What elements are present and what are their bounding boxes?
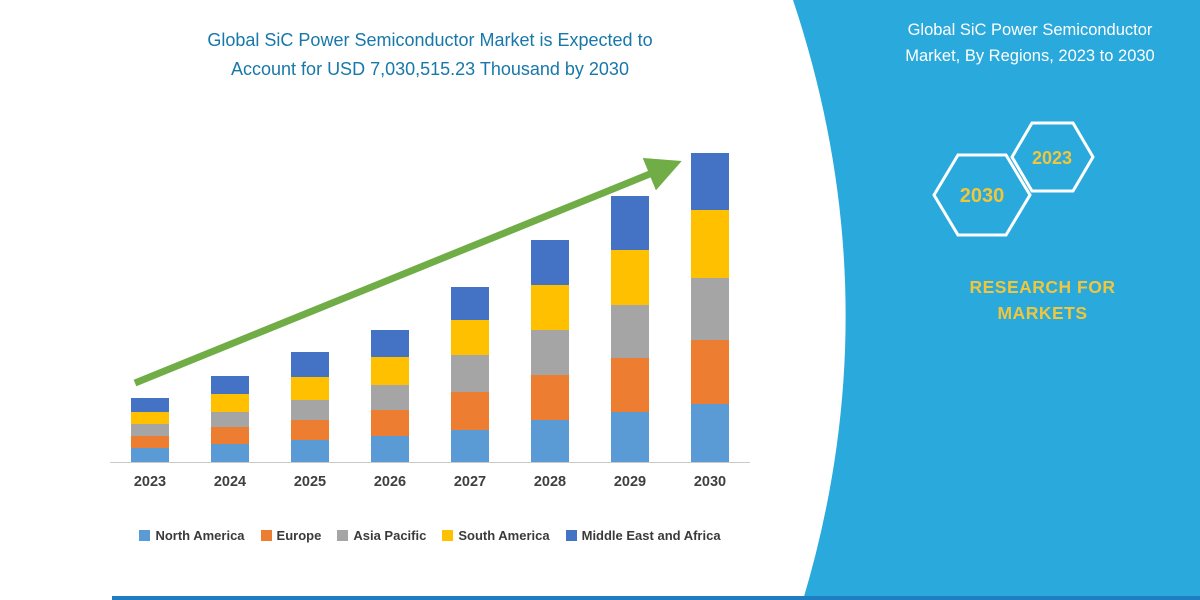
chart-legend: North America Europe Asia Pacific South … (100, 528, 760, 543)
bar-segment-2024-europe (211, 427, 249, 444)
stacked-bar-2027 (451, 287, 489, 462)
bar-segment-2030-north-america (691, 404, 729, 462)
x-axis-label-2028: 2028 (533, 474, 567, 490)
legend-item-north-america: North America (139, 528, 245, 543)
legend-swatch-north-america (139, 530, 151, 541)
bar-segment-2026-middle-east-and-africa (371, 330, 409, 357)
legend-label-north-america: North America (155, 528, 245, 543)
legend-item-europe: Europe (260, 528, 322, 543)
stacked-bar-2030 (691, 153, 729, 462)
bar-segment-2028-europe (531, 375, 569, 420)
brand-name: RESEARCH FOR MARKETS (920, 274, 1165, 326)
bar-column-2029 (590, 196, 670, 462)
x-axis-label-2026: 2026 (373, 474, 407, 490)
stacked-bar-2028 (531, 240, 569, 462)
bar-segment-2023-europe (131, 436, 169, 448)
bar-column-2027 (430, 287, 510, 462)
bar-column-2028 (510, 240, 590, 462)
x-axis-label-2023: 2023 (133, 474, 167, 490)
bar-segment-2027-europe (451, 392, 489, 430)
bar-segment-2023-asia-pacific (131, 424, 169, 436)
bar-column-2023 (110, 398, 190, 462)
legend-swatch-europe (260, 530, 272, 541)
legend-label-asia-pacific: Asia Pacific (353, 528, 427, 543)
bar-segment-2026-south-america (371, 357, 409, 385)
bar-segment-2024-asia-pacific (211, 412, 249, 427)
brand-line2: MARKETS (997, 303, 1088, 323)
chart-title-line2: Account for USD 7,030,515.23 Thousand by… (231, 59, 629, 79)
bar-column-2024 (190, 376, 270, 462)
bar-segment-2027-north-america (451, 430, 489, 462)
x-axis-label-2029: 2029 (613, 474, 647, 490)
x-axis-label-2027: 2027 (453, 474, 487, 490)
chart-title-line1: Global SiC Power Semiconductor Market is… (207, 30, 653, 50)
legend-swatch-asia-pacific (337, 530, 349, 541)
x-axis-label-2025: 2025 (293, 474, 327, 490)
bar-segment-2023-middle-east-and-africa (131, 398, 169, 412)
legend-swatch-south-america (442, 530, 454, 541)
stacked-bar-2024 (211, 376, 249, 462)
bar-segment-2025-south-america (291, 377, 329, 400)
bar-segment-2026-north-america (371, 436, 409, 462)
legend-item-asia-pacific: Asia Pacific (337, 528, 426, 543)
bar-segment-2028-middle-east-and-africa (531, 240, 569, 285)
bar-segment-2030-europe (691, 340, 729, 404)
bar-segment-2027-asia-pacific (451, 355, 489, 392)
bar-column-2030 (670, 153, 750, 462)
x-axis-labels: 2023 2024 2025 2026 2027 2028 2029 2030 (110, 474, 750, 490)
bar-segment-2030-south-america (691, 210, 729, 278)
bar-segment-2025-north-america (291, 440, 329, 462)
bar-column-2025 (270, 352, 350, 462)
bar-segment-2030-middle-east-and-africa (691, 153, 729, 210)
brand-line1: RESEARCH FOR (969, 277, 1116, 297)
bar-segment-2025-asia-pacific (291, 400, 329, 420)
bar-segment-2026-asia-pacific (371, 385, 409, 410)
bar-segment-2030-asia-pacific (691, 278, 729, 340)
bar-segment-2023-north-america (131, 448, 169, 462)
bar-segment-2028-south-america (531, 285, 569, 330)
right-panel-title: Global SiC Power Semiconductor Market, B… (860, 17, 1200, 69)
legend-swatch-middle-east-africa (565, 530, 577, 541)
chart-title: Global SiC Power Semiconductor Market is… (150, 26, 710, 84)
bar-segment-2028-asia-pacific (531, 330, 569, 375)
x-axis-label-2030: 2030 (693, 474, 727, 490)
stacked-bar-2023 (131, 398, 169, 462)
stacked-bar-2026 (371, 330, 409, 462)
teal-curve-shape (793, 0, 1200, 600)
bar-segment-2024-north-america (211, 444, 249, 462)
bar-segment-2029-north-america (611, 412, 649, 462)
bar-segment-2029-middle-east-and-africa (611, 196, 649, 250)
x-axis-label-2024: 2024 (213, 474, 247, 490)
bar-column-2026 (350, 330, 430, 462)
legend-item-south-america: South America (442, 528, 550, 543)
bar-segment-2029-europe (611, 358, 649, 412)
bar-segment-2025-middle-east-and-africa (291, 352, 329, 377)
bar-segment-2027-middle-east-and-africa (451, 287, 489, 320)
stacked-bar-2025 (291, 352, 329, 462)
legend-label-middle-east-africa: Middle East and Africa (581, 528, 721, 543)
legend-item-middle-east-africa: Middle East and Africa (565, 528, 721, 543)
right-panel-title-line2: Market, By Regions, 2023 to 2030 (905, 47, 1155, 65)
plot-area (110, 140, 750, 463)
bar-segment-2028-north-america (531, 420, 569, 462)
bar-segment-2026-europe (371, 410, 409, 436)
legend-label-europe: Europe (276, 528, 322, 543)
bar-segment-2027-south-america (451, 320, 489, 355)
legend-label-south-america: South America (458, 528, 550, 543)
bar-segment-2023-south-america (131, 412, 169, 424)
bar-segment-2025-europe (291, 420, 329, 440)
right-panel-title-line1: Global SiC Power Semiconductor (907, 21, 1153, 39)
bar-segment-2024-south-america (211, 394, 249, 412)
bar-segment-2024-middle-east-and-africa (211, 376, 249, 394)
bottom-accent-strip (112, 596, 1200, 600)
bar-segment-2029-south-america (611, 250, 649, 305)
bar-segment-2029-asia-pacific (611, 305, 649, 358)
stacked-bar-2029 (611, 196, 649, 462)
